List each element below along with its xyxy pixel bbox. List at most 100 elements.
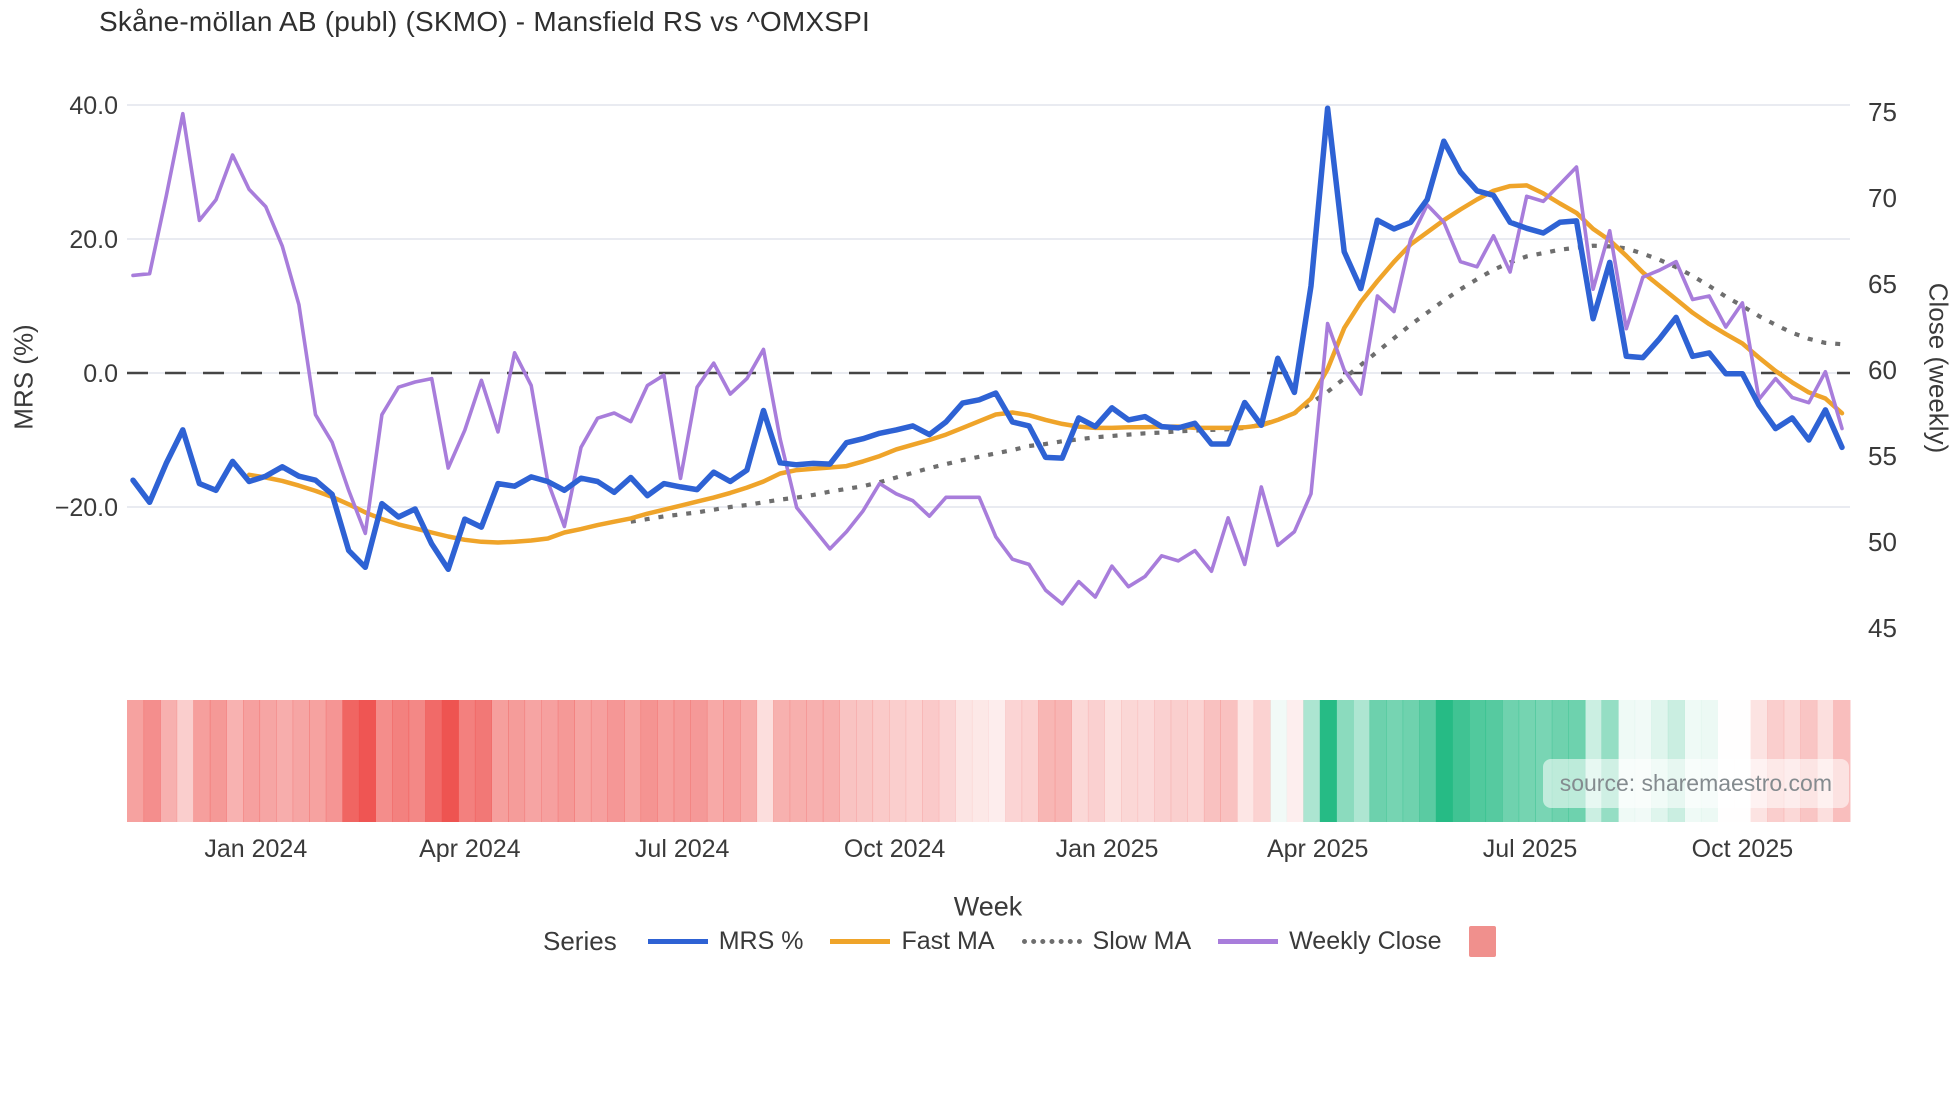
heatmap-band <box>259 700 277 822</box>
heatmap-band <box>209 700 227 822</box>
heatmap-band <box>557 700 575 822</box>
y-right-tick-label: 60 <box>1868 355 1897 385</box>
heatmap-band <box>1402 700 1420 822</box>
chart-title: Skåne-möllan AB (publ) (SKMO) - Mansfiel… <box>99 6 871 37</box>
mrs-line-swatch-icon <box>647 939 708 944</box>
x-tick-label: Apr 2025 <box>1267 835 1368 863</box>
heatmap-band <box>541 700 559 822</box>
y-right-tick-label: 50 <box>1868 527 1897 557</box>
y-right-tick-label: 55 <box>1868 441 1897 471</box>
heatmap-band <box>1286 700 1304 822</box>
heatmap-band <box>325 700 343 822</box>
heatmap-band <box>706 700 724 822</box>
heatmap-band <box>143 700 161 822</box>
heatmap-band <box>640 700 658 822</box>
heatmap-band <box>392 700 410 822</box>
heatmap-band <box>657 700 675 822</box>
heatmap-band <box>1435 700 1453 822</box>
heatmap-band <box>1319 700 1337 822</box>
heatmap-band <box>1237 700 1255 822</box>
heatmap-band <box>160 700 178 822</box>
source-watermark: source: sharemaestro.com <box>1542 759 1849 808</box>
legend-item-label: Fast MA <box>901 927 995 955</box>
heatmap-band <box>524 700 542 822</box>
heatmap-band <box>1386 700 1404 822</box>
heatmap-band <box>1518 700 1536 822</box>
x-tick-label: Jul 2024 <box>635 835 730 863</box>
heatmap-band <box>773 700 791 822</box>
heatmap-band <box>856 700 874 822</box>
x-tick-label: Jan 2024 <box>204 835 307 863</box>
heatmap-band <box>1121 700 1139 822</box>
heatmap-band <box>1502 700 1520 822</box>
legend-item-slow-ma: Slow MA <box>1021 927 1192 956</box>
heatmap-band <box>425 700 443 822</box>
legend-item-label: Weekly Close <box>1289 927 1442 955</box>
heatmap-band <box>292 700 310 822</box>
slow-ma-dotted-swatch-icon <box>1021 939 1082 944</box>
gridlines <box>127 104 1850 508</box>
x-tick-label: Jan 2025 <box>1056 835 1159 863</box>
y-right-tick-label: 75 <box>1868 97 1897 127</box>
y-left-tick-label: 0.0 <box>83 360 118 388</box>
heatmap-band <box>1220 700 1238 822</box>
legend-item-label: Slow MA <box>1092 927 1192 955</box>
heatmap-band <box>590 700 608 822</box>
y-left-tick-label: −20.0 <box>55 494 118 522</box>
heatmap-band <box>1071 700 1089 822</box>
heatmap-band <box>673 700 691 822</box>
legend-title: Series <box>543 926 617 956</box>
y-right-tick-label: 45 <box>1868 613 1897 643</box>
heatmap-band <box>1353 700 1371 822</box>
heatmap-band <box>176 700 194 822</box>
heatmap-band <box>922 700 940 822</box>
y-left-tick-label: 20.0 <box>69 226 118 254</box>
heatmap-band <box>193 700 211 822</box>
heatmap-band <box>441 700 459 822</box>
heatmap-band <box>342 700 360 822</box>
heatmap-band <box>624 700 642 822</box>
heatmap-band <box>358 700 376 822</box>
heatmap-band <box>1270 700 1288 822</box>
heatmap-band <box>375 700 393 822</box>
heatmap-band <box>955 700 973 822</box>
heatmap-band <box>1336 700 1354 822</box>
heatmap-band <box>839 700 857 822</box>
fast-ma-line-swatch-icon <box>830 939 891 944</box>
x-tick-label: Oct 2024 <box>844 835 946 863</box>
legend-item-fast-ma: Fast MA <box>830 927 995 956</box>
series-lines <box>130 105 1845 606</box>
heatmap-band <box>971 700 989 822</box>
heatmap-swatch-icon <box>1468 926 1496 957</box>
heatmap-band <box>1104 700 1122 822</box>
legend-item-heatmap <box>1468 926 1507 957</box>
y-right-tick-label: 65 <box>1868 269 1897 299</box>
series-mrs-line <box>130 105 1845 573</box>
y-left-tick-label: 40.0 <box>69 92 118 120</box>
heatmap-band <box>309 700 327 822</box>
heatmap-band <box>690 700 708 822</box>
heatmap-band <box>607 700 625 822</box>
heatmap-band <box>1485 700 1503 822</box>
series-fast_ma-line <box>246 183 1845 545</box>
x-tick-label: Jul 2025 <box>1483 835 1578 863</box>
heatmap-strip <box>127 700 1851 822</box>
heatmap-band <box>508 700 526 822</box>
heatmap-band <box>1038 700 1056 822</box>
heatmap-band <box>127 700 145 822</box>
heatmap-band <box>889 700 907 822</box>
heatmap-band <box>988 700 1006 822</box>
legend: Series MRS % Fast MA Slow MA Weekly Clos… <box>543 926 1507 957</box>
heatmap-band <box>226 700 244 822</box>
heatmap-band <box>491 700 509 822</box>
heatmap-band <box>1253 700 1271 822</box>
heatmap-band <box>905 700 923 822</box>
heatmap-band <box>1154 700 1172 822</box>
series-weekly_close-line <box>131 111 1844 606</box>
heatmap-band <box>1137 700 1155 822</box>
legend-item-label: MRS % <box>718 927 804 955</box>
heatmap-band <box>1203 700 1221 822</box>
heatmap-band <box>474 700 492 822</box>
heatmap-band <box>1170 700 1188 822</box>
heatmap-band <box>1005 700 1023 822</box>
